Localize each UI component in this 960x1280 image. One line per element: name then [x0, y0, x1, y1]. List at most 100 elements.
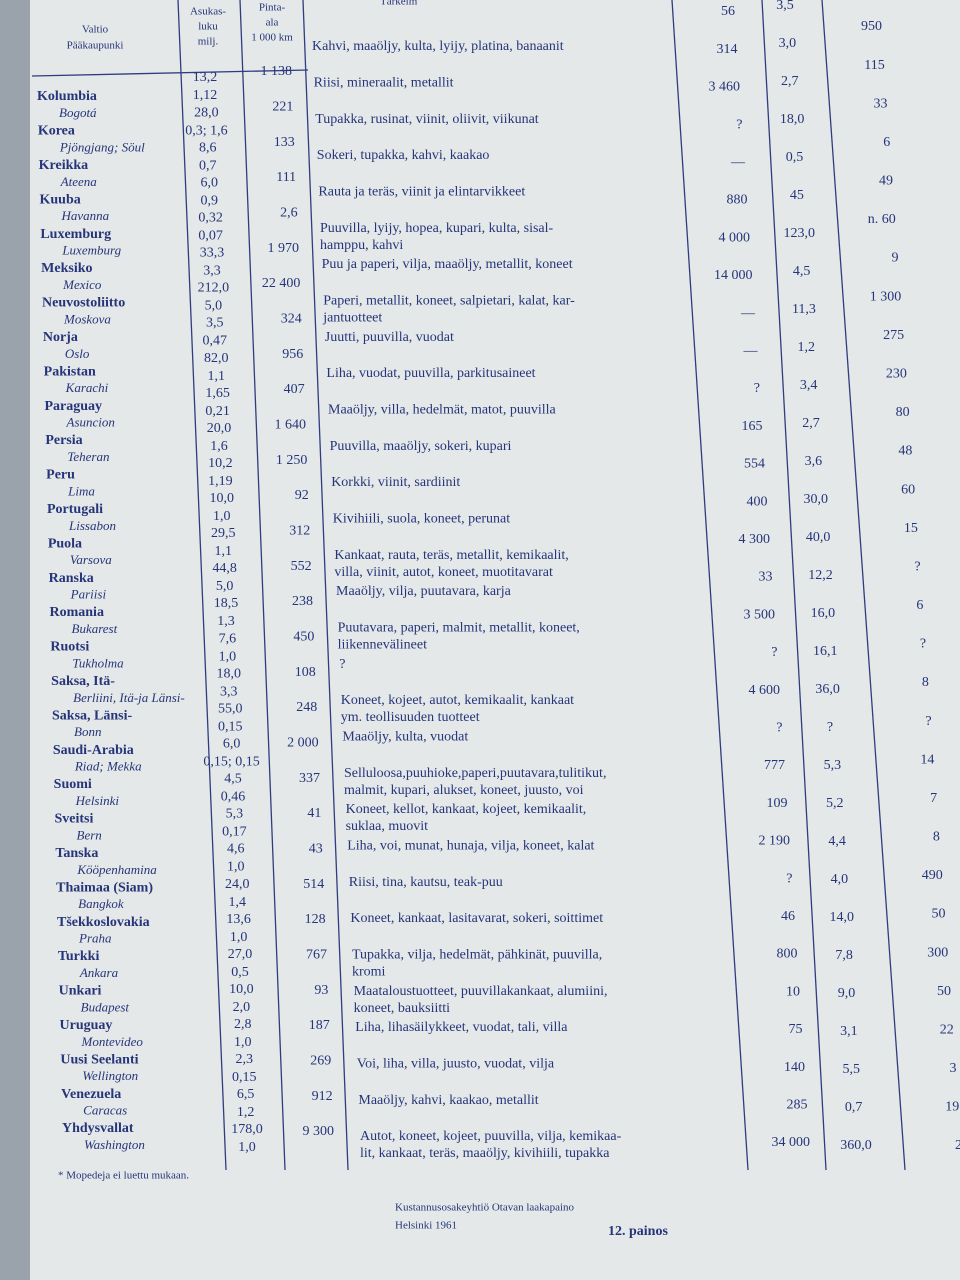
header-label: Pinta- [259, 2, 286, 14]
area: 767 [306, 948, 327, 963]
exports: koneet, bauksiitti [354, 1001, 451, 1016]
country: Saudi-Arabia [53, 743, 134, 758]
capital: Berliini, Itä-ja Länsi- [73, 690, 185, 705]
area: 43 [309, 842, 323, 857]
statistic: 2,7 [802, 416, 820, 431]
population: 1,0 [227, 860, 245, 875]
country: Uusi Seelanti [60, 1052, 138, 1067]
exports: ? [339, 657, 345, 672]
header-label: Pääkaupunki [67, 40, 124, 52]
statistic: 115 [864, 58, 884, 73]
statistic: — [740, 306, 756, 321]
area: 312 [289, 524, 310, 539]
statistic: 4 600 [749, 683, 781, 698]
population: 3,3 [203, 264, 221, 279]
population: 10,2 [208, 456, 233, 471]
area: 514 [303, 877, 324, 892]
exports: Selluloosa,puuhioke,paperi,puutavara,tul… [344, 766, 606, 781]
area: 133 [274, 135, 295, 150]
capital: Budapest [81, 999, 130, 1014]
statistic: 16,0 [811, 606, 836, 621]
area: 92 [295, 488, 309, 503]
column-rule [177, 0, 227, 1171]
statistic: — [730, 155, 746, 170]
header-label: 1 000 km [251, 32, 293, 44]
country: Norja [43, 330, 78, 345]
exports: Maaöljy, vilja, puutavara, karja [336, 584, 512, 599]
statistic: n. 60 [868, 212, 896, 227]
exports: Tupakka, vilja, hedelmät, pähkinät, puuv… [352, 948, 602, 963]
statistic: 6 [916, 598, 923, 613]
statistic: 400 [747, 494, 768, 509]
statistic: 3,6 [805, 454, 823, 469]
population: 0,46 [221, 790, 246, 805]
statistic: 9 [892, 251, 899, 266]
population: 7,6 [219, 631, 237, 646]
statistic: 22 [940, 1022, 954, 1037]
exports: Maaöljy, kulta, vuodat [342, 730, 468, 745]
statistic: 15 [904, 521, 918, 536]
country: Ruotsi [50, 640, 89, 655]
country: Unkari [59, 984, 102, 999]
exports: Voi, liha, villa, juusto, vuodat, vilja [357, 1057, 555, 1072]
population: 0,9 [200, 193, 218, 208]
area: 221 [272, 100, 293, 115]
exports: Puu ja paperi, vilja, maaöljy, metallit,… [322, 257, 573, 272]
statistic: 2 190 [759, 834, 791, 849]
statistic: 60 [901, 482, 915, 497]
population: 2,8 [234, 1017, 252, 1032]
statistic: 2,7 [781, 74, 799, 89]
exports: kromi [352, 965, 386, 980]
statistic: 4,4 [828, 834, 846, 849]
area: 187 [309, 1018, 330, 1033]
header-rule [31, 69, 309, 77]
country: Romania [50, 605, 104, 620]
exports: Liha, vuodat, puuvilla, parkitusaineet [326, 366, 535, 381]
exports: Kahvi, maaöljy, kulta, lyijy, platina, b… [312, 39, 564, 54]
population: 2,0 [233, 1000, 251, 1015]
country: Tšekkoslovakia [57, 915, 150, 930]
statistic: ? [771, 645, 777, 660]
statistic: 80 [896, 405, 910, 420]
country: Yhdysvallat [62, 1121, 134, 1136]
statistic: 4,5 [793, 264, 811, 279]
area: 2,6 [280, 206, 298, 221]
publisher: Kustannusosakeyhtiö Otavan laakapaino [395, 1202, 575, 1214]
population: 13,6 [226, 912, 251, 927]
area: 337 [299, 771, 320, 786]
column-rule [821, 0, 906, 1171]
population: 29,5 [211, 526, 236, 541]
area: 450 [293, 630, 314, 645]
exports: Puutavara, paperi, malmit, metallit, kon… [338, 621, 580, 636]
capital: Bangkok [78, 896, 124, 911]
statistic: 3,5 [776, 0, 794, 13]
capital: Bern [77, 827, 102, 842]
statistic: 5,5 [843, 1062, 861, 1077]
exports: liikennevälineet [338, 638, 428, 653]
population: 6,5 [237, 1087, 255, 1102]
exports: Tupakka, rusinat, viinit, oliivit, viiku… [315, 112, 539, 127]
country: Peru [46, 468, 75, 483]
statistic: 140 [784, 1060, 805, 1075]
country: Luxemburg [40, 227, 111, 242]
capital: Bogotá [59, 105, 97, 120]
statistic: 30,0 [804, 492, 829, 507]
population: 0,32 [198, 210, 223, 225]
exports: Liha, voi, munat, hunaja, vilja, koneet,… [347, 839, 594, 854]
population: 2,3 [235, 1052, 253, 1067]
capital: Tukholma [72, 655, 124, 670]
exports: Maaöljy, kahvi, kaakao, metallit [358, 1093, 538, 1108]
statistic: 300 [927, 945, 948, 960]
population: 0,07 [198, 228, 223, 243]
exports: Korkki, viinit, sardiinit [331, 475, 460, 490]
exports: Liha, lihasäilykkeet, vuodat, tali, vill… [355, 1020, 568, 1035]
country: Suomi [54, 777, 92, 792]
population: 18,5 [214, 596, 239, 611]
statistic: 5,3 [824, 758, 842, 773]
population: 0,21 [205, 404, 230, 419]
capital: Karachi [65, 380, 109, 395]
population: 10,0 [229, 982, 254, 997]
statistic: 56 [721, 4, 735, 19]
statistic: ? [754, 381, 760, 396]
capital: Montevideo [81, 1034, 144, 1049]
